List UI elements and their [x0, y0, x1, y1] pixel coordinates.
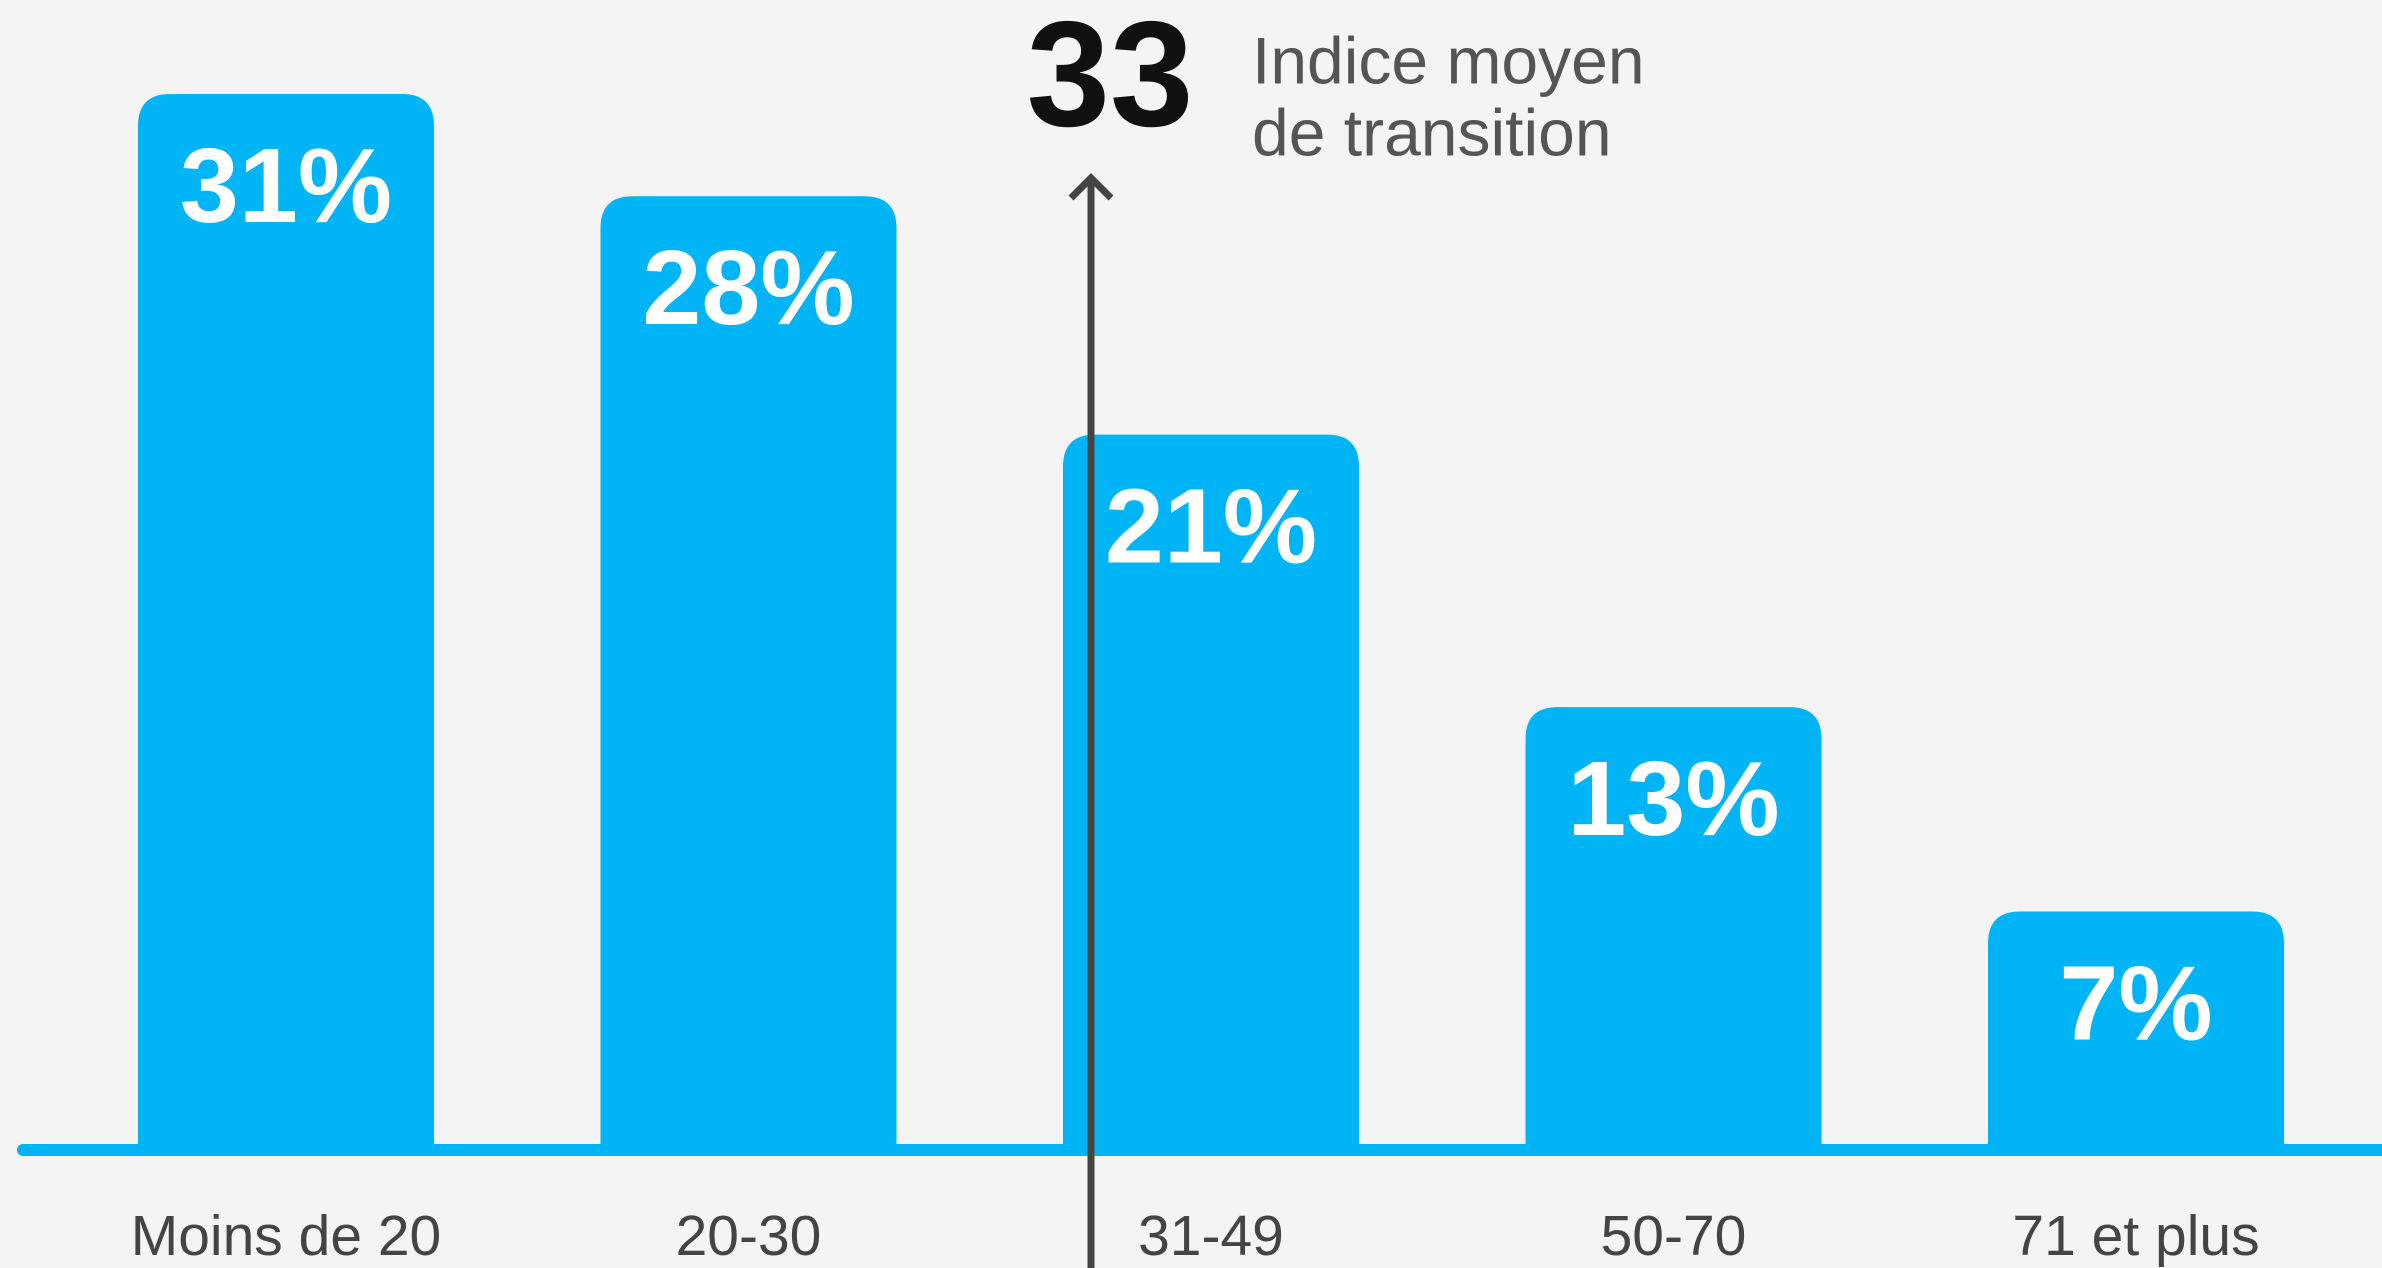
annotation-arrowhead: [1068, 173, 1114, 201]
annotation-label: Indice moyen: [1252, 23, 1645, 97]
annotation-label: de transition: [1252, 95, 1612, 169]
value-label: 28%: [642, 229, 854, 347]
bar: [1525, 707, 1822, 1150]
x-tick-label: Moins de 20: [131, 1204, 442, 1268]
value-label: 13%: [1567, 740, 1779, 858]
bar: [1063, 434, 1359, 1151]
annotation-value: 33: [1027, 0, 1194, 158]
bar: [1988, 911, 2284, 1150]
x-tick-label: 71 et plus: [2012, 1204, 2259, 1268]
value-label: 31%: [180, 127, 392, 245]
x-tick-label: 20-30: [676, 1204, 822, 1268]
bar: [600, 196, 897, 1150]
value-label: 21%: [1105, 468, 1317, 586]
x-tick-label: 31-49: [1138, 1204, 1284, 1268]
bar: [138, 94, 434, 1150]
x-tick-label: 50-70: [1601, 1204, 1747, 1268]
value-label: 7%: [2059, 945, 2212, 1063]
